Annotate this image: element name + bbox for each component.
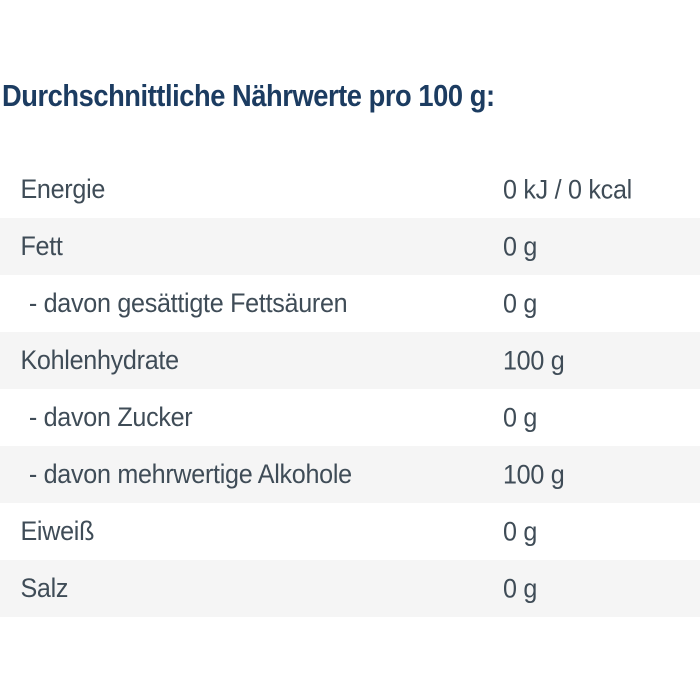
row-label: - davon Zucker [28,402,193,432]
table-row-zucker: - davon Zucker 0 g [0,389,700,446]
table-row-energie: Energie 0 kJ / 0 kcal [0,161,700,218]
row-value: 100 g [503,345,565,375]
row-label: Energie [20,174,106,204]
row-label: - davon gesättigte Fettsäuren [28,288,348,318]
table-row-fett: Fett 0 g [0,218,700,275]
row-value: 0 g [503,516,538,546]
row-label: Kohlenhydrate [20,345,179,375]
row-value: 0 g [503,231,538,261]
page-title: Durchschnittliche Nährwerte pro 100 g: [2,78,495,113]
row-value: 0 g [503,573,538,603]
nutrition-table: Energie 0 kJ / 0 kcal Fett 0 g - davon g… [0,161,700,617]
row-value: 100 g [503,459,565,489]
table-row-mehrwertige-alkohole: - davon mehrwertige Alkohole 100 g [0,446,700,503]
table-row-salz: Salz 0 g [0,560,700,617]
table-row-gesaettigte-fettsaeuren: - davon gesättigte Fettsäuren 0 g [0,275,700,332]
table-row-kohlenhydrate: Kohlenhydrate 100 g [0,332,700,389]
row-label: - davon mehrwertige Alkohole [28,459,352,489]
table-row-eiweiss: Eiweiß 0 g [0,503,700,560]
row-label: Eiweiß [20,516,95,546]
row-value: 0 g [503,402,538,432]
row-value: 0 g [503,288,538,318]
row-value: 0 kJ / 0 kcal [503,174,632,204]
row-label: Fett [20,231,63,261]
row-label: Salz [20,573,69,603]
